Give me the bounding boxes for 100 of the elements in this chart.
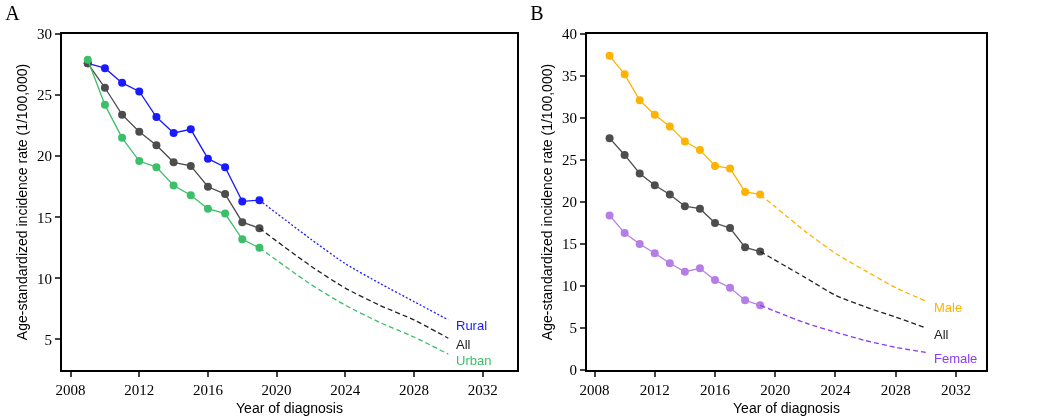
point <box>605 134 614 143</box>
point <box>169 128 178 137</box>
point <box>135 157 144 166</box>
x-tick-label: 2016 <box>699 382 731 398</box>
series-label: Urban <box>456 353 492 368</box>
point <box>152 163 161 172</box>
y-tick-label: 5 <box>569 320 577 337</box>
y-tick-label: 25 <box>562 152 577 169</box>
point <box>665 259 674 268</box>
point <box>695 204 704 213</box>
point <box>695 145 704 154</box>
y-tick-label: 40 <box>562 26 577 43</box>
x-tick-label: 2024 <box>820 382 851 398</box>
point <box>680 202 689 211</box>
point <box>100 100 109 109</box>
x-tick-label: 2032 <box>940 382 971 398</box>
y-tick-label: 30 <box>37 26 52 43</box>
point <box>605 211 614 220</box>
point <box>118 78 127 87</box>
point <box>186 161 195 170</box>
chart-title: B <box>530 2 544 25</box>
y-tick-label: 15 <box>37 209 52 226</box>
y-tick-label: 25 <box>37 87 52 104</box>
point <box>620 70 629 79</box>
series-label: Male <box>934 300 963 315</box>
y-axis-title: Age-standardized incidence rate (1/100,000) <box>539 63 556 341</box>
point <box>135 87 144 96</box>
x-tick-label: 2012 <box>639 382 670 398</box>
x-tick-label: 2028 <box>880 382 911 398</box>
point <box>100 83 109 92</box>
point <box>169 181 178 190</box>
point <box>255 196 264 205</box>
point <box>118 110 127 119</box>
point <box>635 169 644 178</box>
point <box>741 243 750 252</box>
point <box>152 113 161 122</box>
point <box>203 154 212 163</box>
point <box>221 209 230 218</box>
x-tick-label: 2028 <box>398 382 429 398</box>
point <box>726 283 735 292</box>
point <box>118 133 127 142</box>
x-tick-label: 2016 <box>192 382 224 398</box>
point <box>605 51 614 60</box>
point <box>756 190 765 199</box>
point <box>255 243 264 252</box>
point <box>186 191 195 200</box>
point <box>650 249 659 258</box>
series-label: All <box>934 327 949 342</box>
y-tick-label: 20 <box>562 194 577 211</box>
x-tick-label: 2024 <box>330 382 361 398</box>
x-tick-label: 2020 <box>760 382 791 398</box>
point <box>710 276 719 285</box>
point <box>221 163 230 172</box>
point <box>650 110 659 119</box>
y-tick-label: 20 <box>37 148 52 165</box>
point <box>238 197 247 206</box>
x-tick-label: 2008 <box>579 382 610 398</box>
point <box>100 64 109 73</box>
point <box>169 158 178 167</box>
x-tick-label: 2008 <box>55 382 86 398</box>
x-axis-title: Year of diagnosis <box>733 399 840 416</box>
y-tick-label: 10 <box>37 270 52 287</box>
point <box>665 122 674 131</box>
x-tick-label: 2012 <box>124 382 155 398</box>
point <box>83 55 92 64</box>
series-label: Rural <box>456 318 488 333</box>
point <box>710 219 719 227</box>
point <box>741 187 750 196</box>
point <box>710 161 719 170</box>
y-tick-label: 0 <box>569 362 577 379</box>
point <box>680 137 689 146</box>
point <box>238 235 247 244</box>
point <box>680 267 689 276</box>
point <box>726 224 735 233</box>
point <box>635 96 644 105</box>
y-tick-label: 30 <box>562 110 577 127</box>
point <box>726 164 735 173</box>
point <box>695 264 704 273</box>
point <box>635 240 644 248</box>
y-tick-label: 15 <box>562 236 577 253</box>
point <box>135 127 144 136</box>
point <box>221 190 230 199</box>
point <box>203 182 212 191</box>
y-tick-label: 10 <box>562 278 577 295</box>
chart-title: A <box>5 2 21 25</box>
point <box>665 190 674 199</box>
point <box>152 141 161 150</box>
point <box>650 181 659 190</box>
y-tick-label: 5 <box>44 331 52 348</box>
point <box>203 204 212 213</box>
series-label: All <box>456 337 471 352</box>
point <box>741 296 750 305</box>
point <box>186 125 195 134</box>
point <box>620 150 629 159</box>
point <box>238 218 247 227</box>
point <box>620 229 629 238</box>
x-axis-title: Year of diagnosis <box>236 399 343 416</box>
x-tick-label: 2020 <box>261 382 292 398</box>
series-label: Female <box>934 351 978 366</box>
y-tick-label: 35 <box>562 68 577 85</box>
